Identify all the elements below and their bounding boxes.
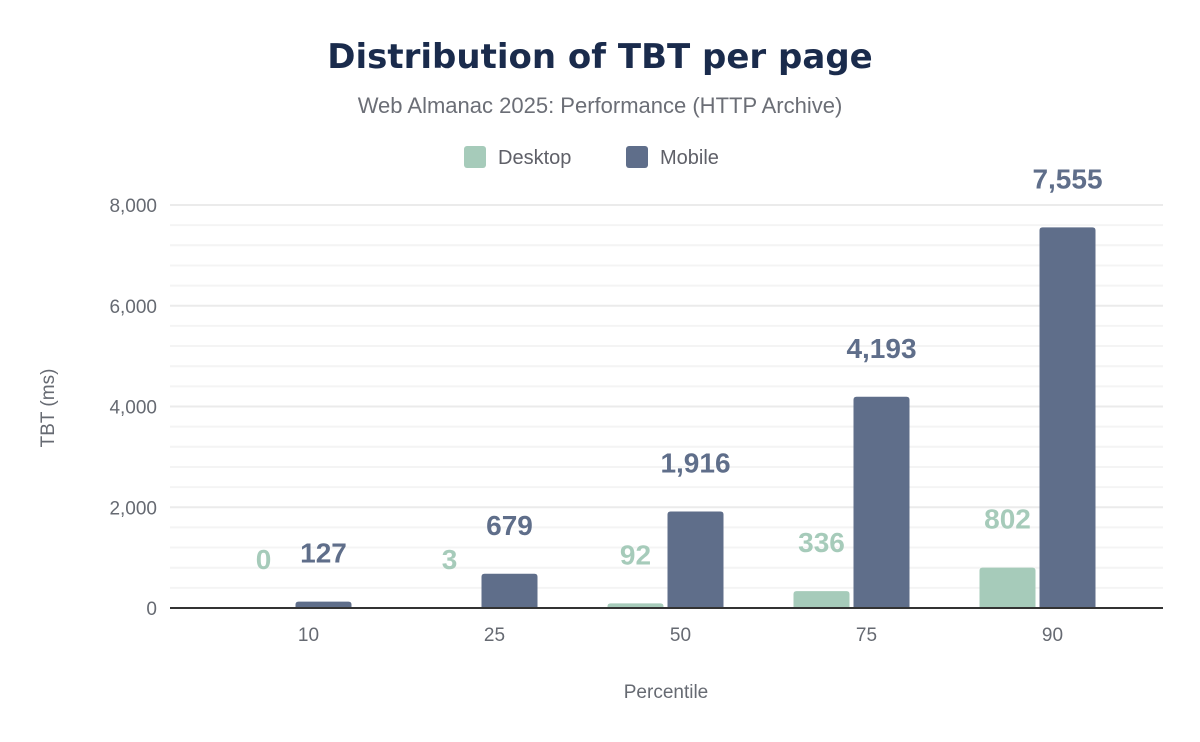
x-tick-label: 50 xyxy=(670,625,691,646)
bar-mobile-50[interactable] xyxy=(667,511,724,608)
data-label-desktop-90: 802 xyxy=(984,504,1031,535)
data-label-desktop-25: 3 xyxy=(442,544,458,575)
bar-desktop-50[interactable] xyxy=(607,603,664,608)
y-tick-label: 2,000 xyxy=(109,498,157,519)
legend: Desktop Mobile xyxy=(464,146,719,169)
chart-subtitle: Web Almanac 2025: Performance (HTTP Arch… xyxy=(358,93,843,118)
bar-mobile-90[interactable] xyxy=(1039,227,1096,608)
y-tick-label: 6,000 xyxy=(109,297,157,318)
bars xyxy=(295,227,1096,608)
data-label-mobile-90: 7,555 xyxy=(1032,163,1102,194)
chart-title: Distribution of TBT per page xyxy=(327,37,872,77)
legend-label-desktop[interactable]: Desktop xyxy=(498,147,571,169)
x-axis-title: Percentile xyxy=(624,682,709,703)
data-label-mobile-75: 4,193 xyxy=(846,333,916,364)
data-labels: 0 127 3 679 92 1,916 336 4,193 802 7,555 xyxy=(256,163,1103,575)
data-label-desktop-50: 92 xyxy=(620,539,651,570)
x-tick-label: 25 xyxy=(484,625,505,646)
x-axis-ticks: 10 25 50 75 90 xyxy=(298,625,1063,646)
bar-mobile-25[interactable] xyxy=(481,573,538,608)
y-tick-label: 8,000 xyxy=(109,196,157,217)
y-tick-label: 4,000 xyxy=(109,398,157,419)
bar-mobile-75[interactable] xyxy=(853,396,910,608)
data-label-mobile-25: 679 xyxy=(486,510,533,541)
legend-swatch-desktop xyxy=(464,146,486,168)
data-label-mobile-50: 1,916 xyxy=(660,447,730,478)
x-tick-label: 90 xyxy=(1042,625,1063,646)
bar-desktop-75[interactable] xyxy=(793,591,850,608)
data-label-desktop-75: 336 xyxy=(798,527,845,558)
legend-label-mobile[interactable]: Mobile xyxy=(660,147,719,169)
y-axis-title: TBT (ms) xyxy=(38,369,59,448)
bar-mobile-10[interactable] xyxy=(295,601,352,608)
y-tick-label: 0 xyxy=(146,599,157,620)
x-tick-label: 10 xyxy=(298,625,319,646)
x-tick-label: 75 xyxy=(856,625,877,646)
bar-desktop-90[interactable] xyxy=(979,567,1036,608)
data-label-desktop-10: 0 xyxy=(256,544,272,575)
legend-swatch-mobile xyxy=(626,146,648,168)
y-axis-ticks: 0 2,000 4,000 6,000 8,000 xyxy=(109,196,157,620)
gridlines xyxy=(170,204,1163,589)
data-label-mobile-10: 127 xyxy=(300,538,347,569)
